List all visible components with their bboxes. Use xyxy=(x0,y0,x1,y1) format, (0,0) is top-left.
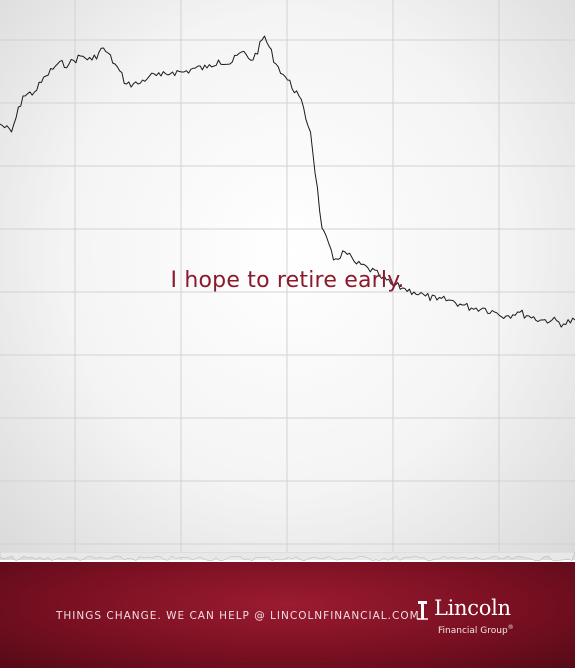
headline: I hope to retire early. xyxy=(0,268,575,293)
tagline: THINGS CHANGE. WE CAN HELP @ LINCOLNFINA… xyxy=(56,610,420,622)
logo-subtitle: Financial Group® xyxy=(438,624,514,636)
logo-name: Lincoln xyxy=(434,596,511,620)
lincoln-logo[interactable]: Lincoln Financial Group® xyxy=(416,598,536,638)
torn-edge-path xyxy=(0,552,575,561)
registered-mark: ® xyxy=(508,624,514,631)
lincoln-logo-icon xyxy=(416,600,430,620)
